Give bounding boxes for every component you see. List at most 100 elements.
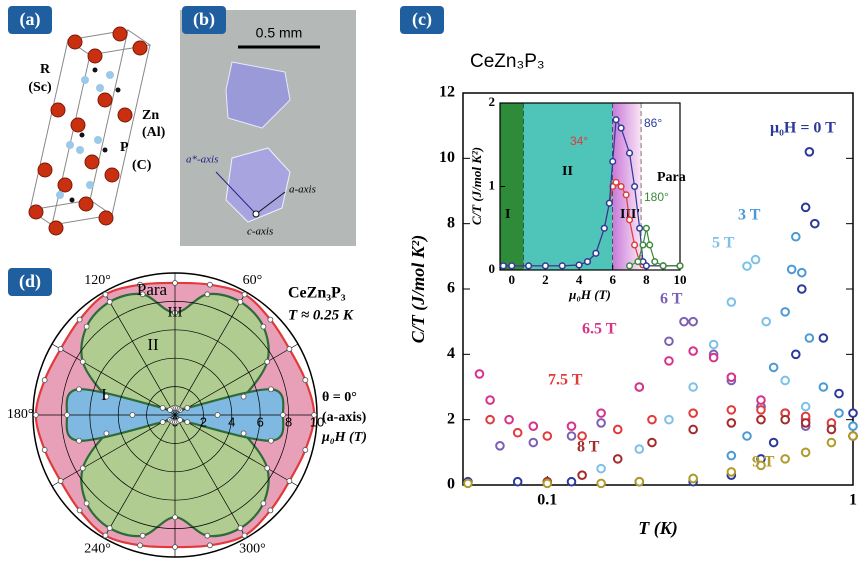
angle-grid [51, 414, 176, 487]
series-label: 7.5 T [548, 372, 583, 389]
y-tick-label: 0 [447, 476, 455, 493]
data-point [41, 447, 48, 453]
data-point [631, 241, 639, 249]
data-point [592, 249, 600, 257]
data-point [139, 291, 146, 298]
data-point [612, 454, 623, 464]
y-tick-label: 1 [489, 177, 496, 192]
data-point [791, 231, 801, 242]
data-point [159, 404, 166, 411]
data-point [76, 437, 82, 444]
data-point [137, 542, 143, 549]
data-point [726, 450, 737, 461]
data-point [800, 401, 811, 412]
data-point [207, 542, 213, 549]
data-point [268, 386, 274, 393]
r-tick-label: 8 [285, 414, 292, 429]
data-point [726, 372, 737, 383]
data-point [708, 352, 719, 363]
data-point [260, 323, 267, 330]
series-label: 5 T [712, 235, 735, 252]
data-point [780, 375, 790, 386]
y-tick-label: 8 [447, 214, 455, 231]
data-point [264, 465, 271, 472]
r-tick-label: 2 [200, 414, 207, 429]
data-point [646, 241, 654, 249]
data-point [826, 424, 837, 435]
data-point [159, 419, 166, 426]
r-tick-label: 6 [257, 414, 264, 429]
axis-label: c-axis [247, 226, 273, 238]
data-point [834, 388, 844, 399]
angle-tick-label: 60° [243, 273, 263, 288]
series-label: 34° [570, 134, 588, 148]
panel-label: (a) [20, 9, 41, 30]
series-label: 86° [644, 116, 662, 130]
angle-tick-label: 120° [84, 273, 111, 288]
x-tick-label: 6 [609, 272, 616, 287]
data-point [625, 149, 634, 157]
scale-bar-label: 0.5 mm [256, 25, 303, 41]
data-point [237, 525, 244, 532]
data-point [647, 414, 657, 425]
data-point [786, 264, 797, 275]
angle-tick-label: 240° [84, 541, 111, 556]
data-point [768, 437, 779, 448]
data-point [57, 478, 64, 484]
x-axis-label: T (K) [638, 518, 678, 539]
angle-grid [174, 414, 299, 487]
y-tick-label: 0 [489, 261, 496, 276]
data-point [768, 362, 779, 373]
data-point [76, 386, 82, 393]
data-point [76, 316, 83, 323]
crystal [225, 61, 291, 129]
data-point [600, 224, 608, 232]
data-point [780, 307, 790, 317]
data-point [631, 182, 639, 191]
data-point [625, 262, 634, 270]
data-point [204, 532, 211, 539]
data-point [57, 346, 64, 352]
panel-label-box [8, 6, 52, 34]
data-point [241, 291, 248, 298]
data-point [756, 405, 766, 415]
data-point [780, 414, 790, 425]
y-tick-label: 2 [489, 94, 496, 109]
data-point [485, 395, 495, 405]
zn-atoms [56, 71, 114, 199]
data-point [566, 421, 577, 432]
data-point [804, 333, 815, 343]
data-point [688, 473, 698, 484]
data-point [499, 262, 507, 270]
data-point [742, 431, 752, 441]
data-point [485, 414, 495, 425]
series-label: 3 T [738, 207, 761, 224]
data-point [596, 463, 606, 474]
data-point [32, 412, 39, 418]
r-atoms [28, 26, 148, 236]
data-point [679, 316, 689, 327]
angle-grid [103, 414, 176, 539]
data-point [612, 424, 623, 435]
data-point [240, 393, 247, 400]
region-label: II [147, 335, 159, 354]
axis-arrow [215, 171, 257, 215]
data-point [241, 532, 248, 539]
data-point [636, 224, 644, 232]
data-point [634, 444, 645, 454]
data-point [268, 437, 274, 444]
x-tick-label: 8 [643, 272, 650, 287]
data-point [688, 382, 698, 392]
phase-region [500, 103, 524, 270]
data-point [302, 377, 309, 383]
region-label: I [101, 385, 107, 404]
x-tick-label: 1 [849, 492, 857, 509]
series-label: 180° [644, 190, 669, 204]
panel-label: (d) [19, 271, 41, 292]
data-point [512, 427, 523, 438]
data-point [796, 267, 807, 278]
r-tick-label: 4 [228, 414, 235, 429]
data-point [676, 262, 684, 270]
data-point [688, 408, 698, 418]
data-point [512, 476, 523, 487]
